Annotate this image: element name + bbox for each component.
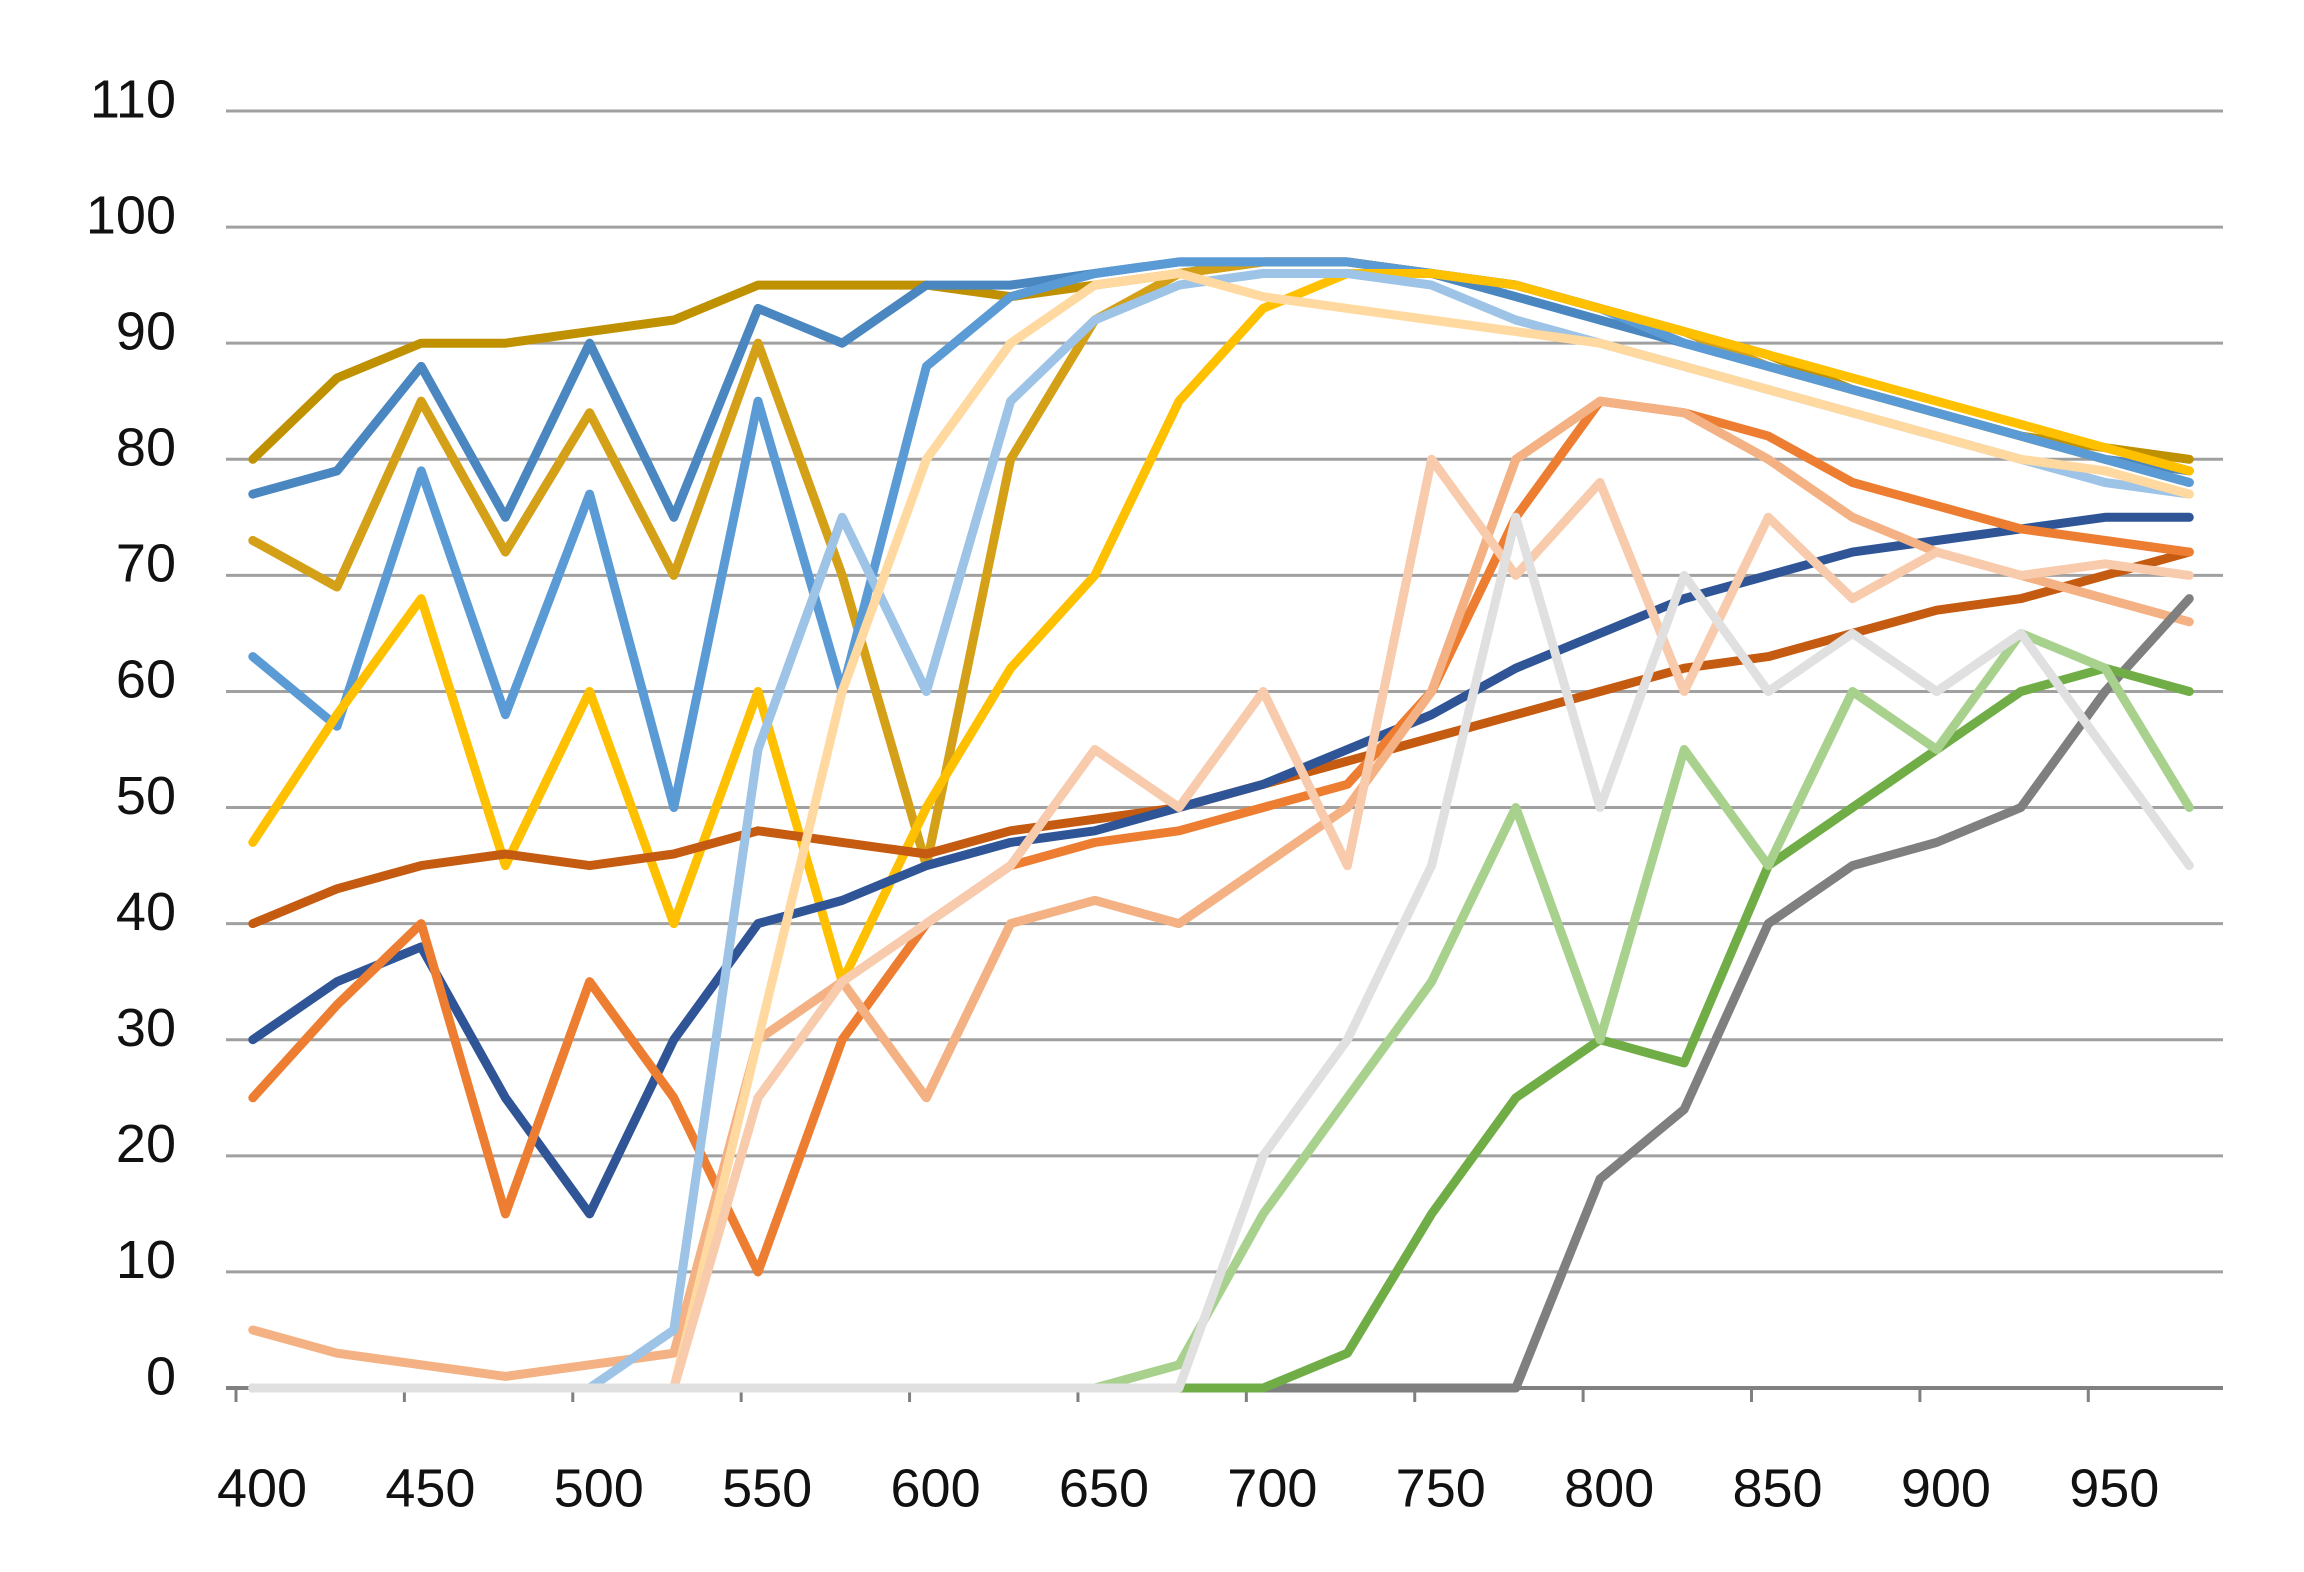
data-line	[248, 257, 2194, 812]
y-tick-label: 50	[116, 766, 176, 826]
data-line	[248, 269, 2194, 987]
data-line	[248, 512, 2194, 1219]
y-tick-label: 30	[116, 998, 176, 1058]
x-tick-label: 850	[1732, 1458, 1822, 1518]
data-line	[248, 396, 2194, 1277]
data-line	[248, 396, 2194, 1381]
y-tick-label: 100	[86, 185, 176, 245]
x-tick-label: 650	[1059, 1458, 1149, 1518]
x-tick-label: 800	[1564, 1458, 1654, 1518]
data-line	[248, 512, 2194, 1393]
y-tick-label: 0	[146, 1346, 176, 1406]
x-tick-label: 750	[1396, 1458, 1486, 1518]
y-tick-label: 60	[116, 650, 176, 710]
y-tick-label: 70	[116, 534, 176, 594]
x-tick-label: 400	[217, 1458, 307, 1518]
x-tick-label: 900	[1901, 1458, 1991, 1518]
y-tick-label: 20	[116, 1114, 176, 1174]
x-tick-label: 600	[891, 1458, 981, 1518]
y-tick-label: 90	[116, 301, 176, 361]
y-tick-label: 10	[116, 1230, 176, 1290]
x-tick-label: 500	[554, 1458, 644, 1518]
y-tick-label: 80	[116, 418, 176, 478]
x-tick-label: 550	[722, 1458, 812, 1518]
y-tick-label: 40	[116, 882, 176, 942]
y-tick-label: 110	[90, 69, 176, 129]
x-tick-label: 700	[1227, 1458, 1317, 1518]
x-tick-label: 950	[2069, 1458, 2159, 1518]
x-tick-label: 450	[385, 1458, 475, 1518]
